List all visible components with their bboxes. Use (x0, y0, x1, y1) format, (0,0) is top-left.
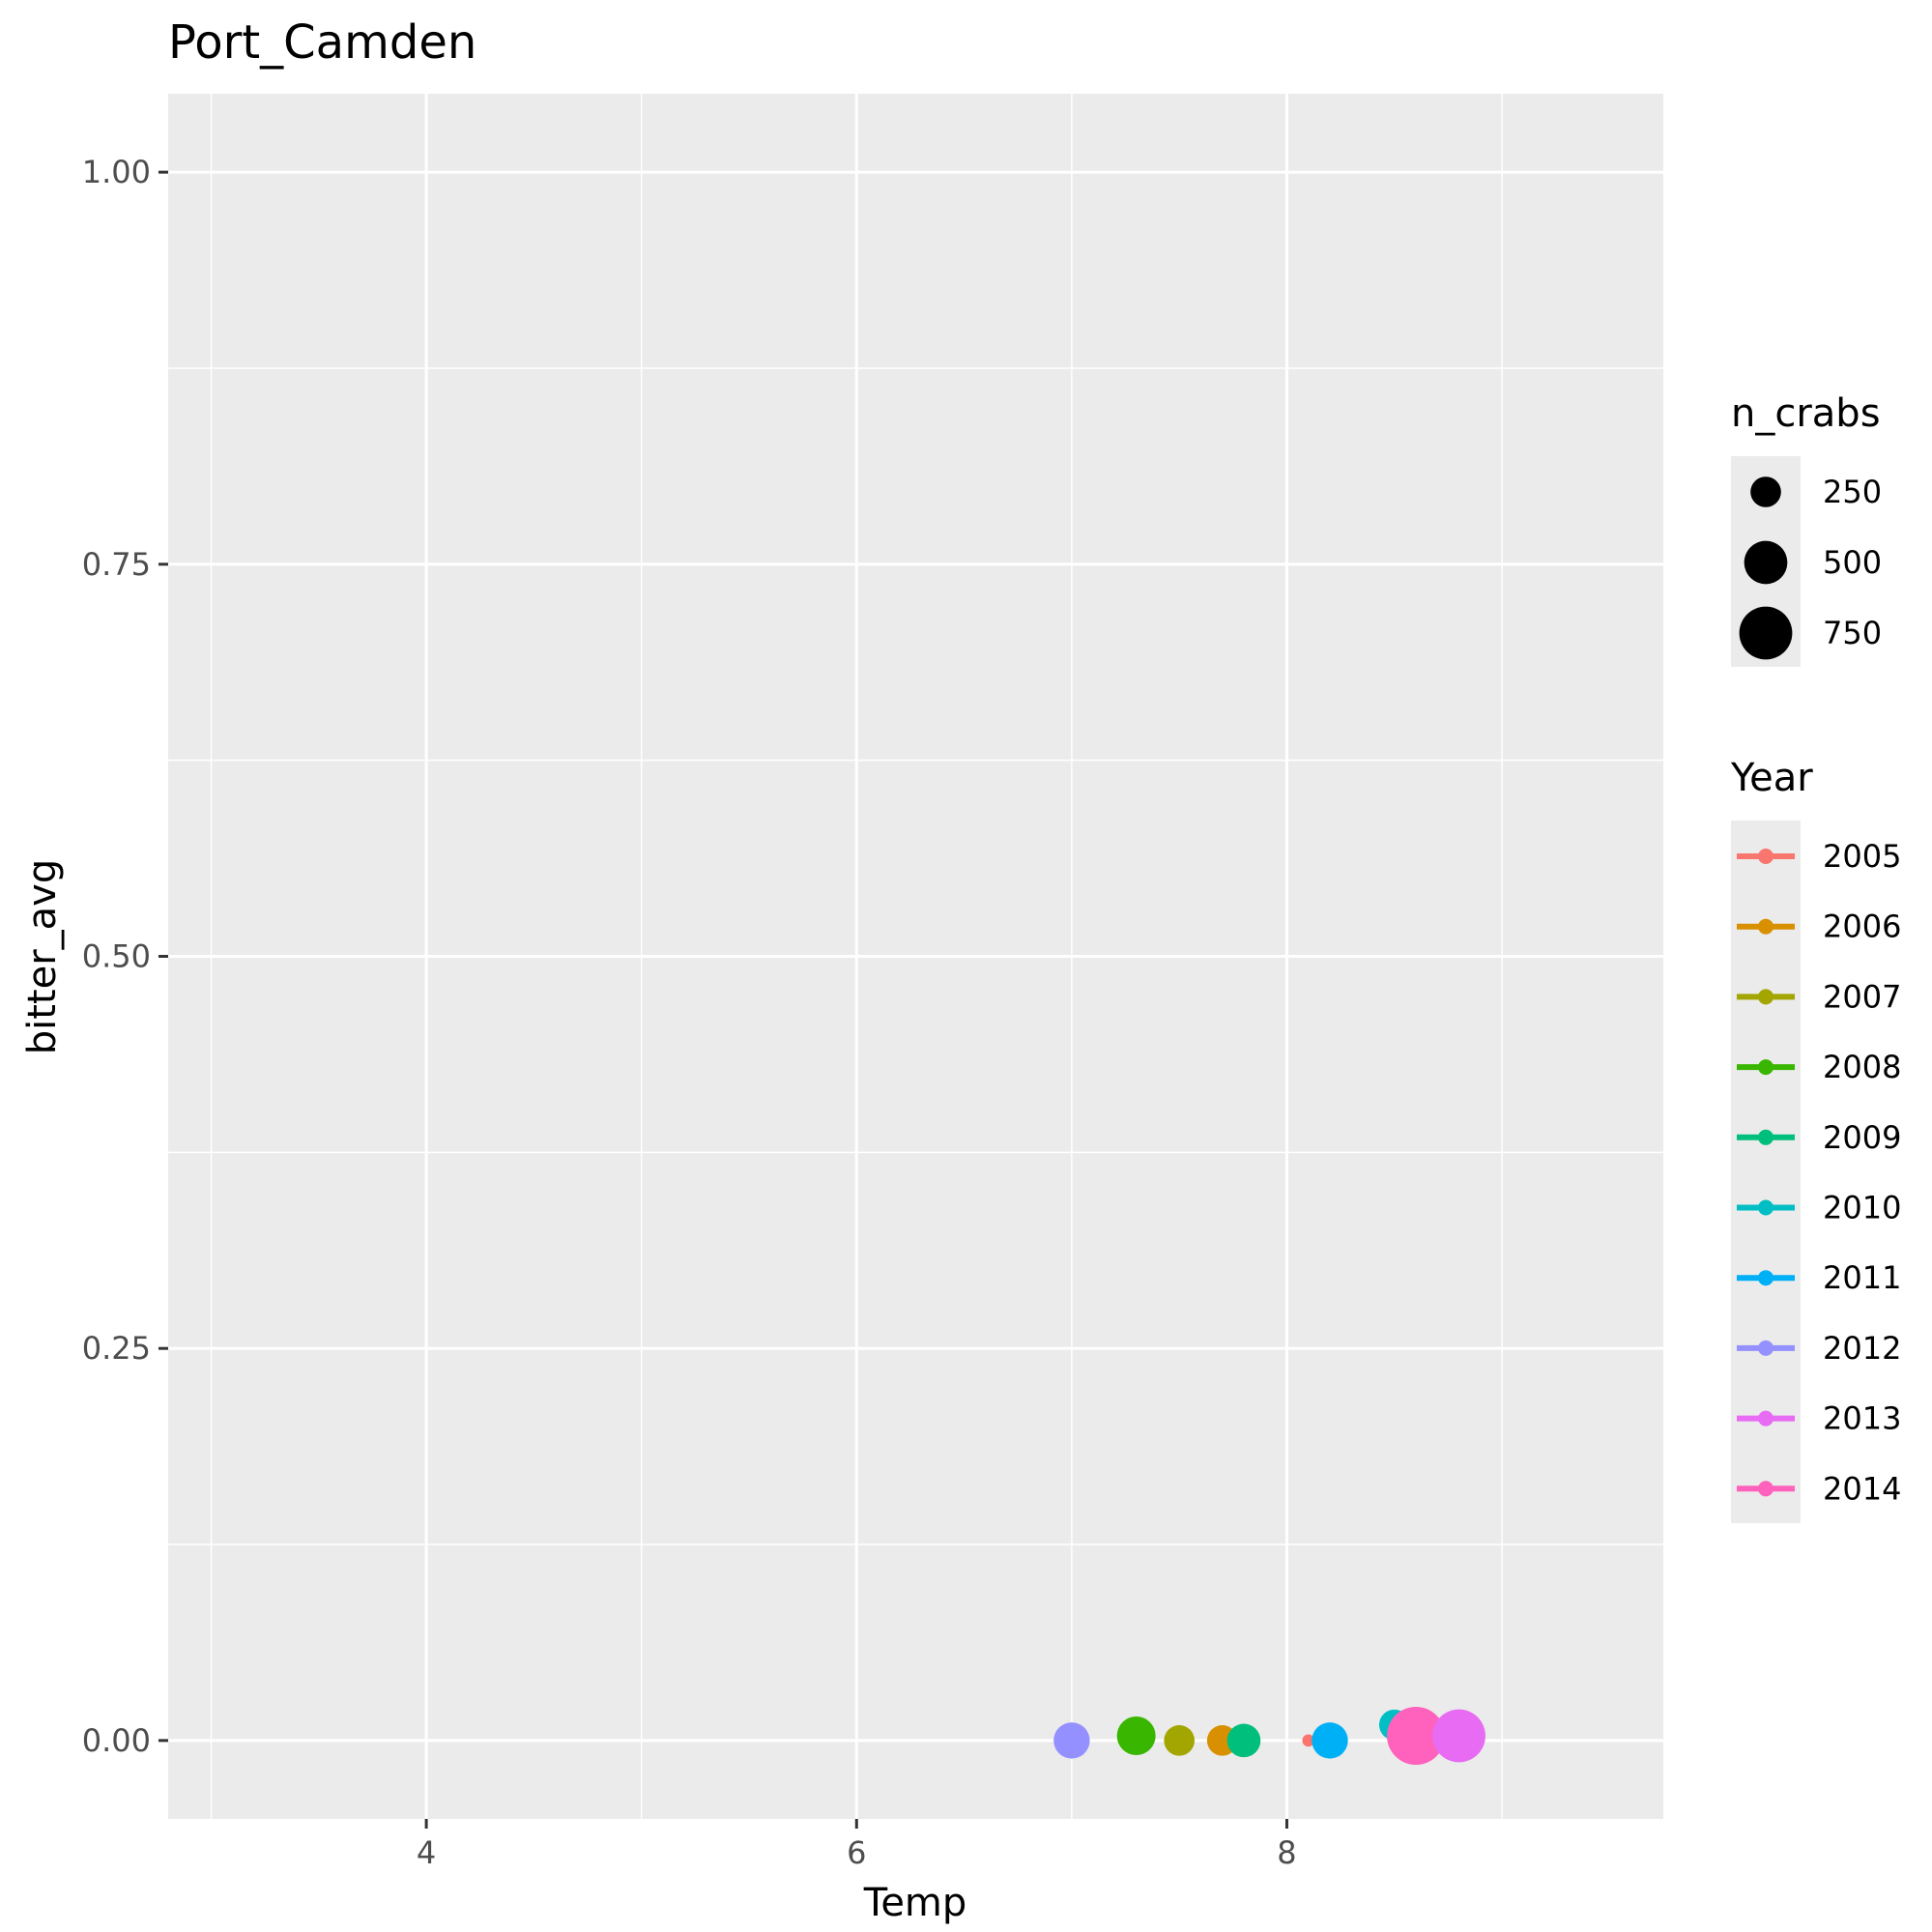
color-legend: Year 2005 2006 2007 2008 2009 2010 2011 2012 201… (1730, 756, 1901, 1523)
color-legend-dot (1758, 1199, 1773, 1216)
color-legend-label: 2005 (1823, 838, 1901, 875)
size-legend-key (1739, 606, 1793, 660)
major-gridlines (168, 94, 1663, 1819)
y-axis: 0.00 0.25 0.50 0.75 1.00 (82, 154, 168, 1759)
color-legend-title: Year (1730, 756, 1813, 800)
color-legend-dot (1758, 1481, 1773, 1497)
color-legend-label: 2008 (1823, 1049, 1901, 1085)
y-axis-title: bitter_avg (20, 859, 65, 1055)
x-tick-label: 4 (417, 1834, 436, 1871)
color-legend-label: 2007 (1823, 978, 1901, 1015)
data-point (1312, 1722, 1348, 1759)
data-point (1116, 1716, 1156, 1755)
y-tick-label: 0.00 (82, 1722, 151, 1759)
color-legend-dot (1758, 849, 1773, 864)
data-point (1432, 1709, 1485, 1763)
color-legend-label: 2013 (1823, 1400, 1901, 1437)
size-legend-label: 750 (1823, 615, 1882, 651)
size-legend-label: 500 (1823, 544, 1882, 581)
color-legend-dot (1758, 918, 1773, 935)
data-point (1164, 1725, 1195, 1756)
color-legend-dot (1758, 1410, 1773, 1427)
color-legend-dot (1758, 1270, 1773, 1286)
color-legend-label: 2009 (1823, 1119, 1901, 1156)
data-point (1387, 1706, 1446, 1765)
color-legend-label: 2010 (1823, 1190, 1901, 1226)
size-legend-label: 250 (1823, 474, 1882, 510)
x-tick-label: 8 (1277, 1834, 1296, 1871)
y-tick-label: 0.75 (82, 546, 151, 583)
data-points (1053, 1706, 1485, 1765)
color-legend-key-bg (1731, 821, 1801, 1523)
size-legend-key (1750, 476, 1781, 507)
color-legend-dot (1758, 1059, 1773, 1076)
x-axis-title: Temp (863, 1881, 967, 1925)
color-legend-label: 2006 (1823, 908, 1901, 945)
x-tick-label: 6 (847, 1834, 866, 1871)
y-tick-label: 0.25 (82, 1330, 151, 1367)
color-legend-label: 2012 (1823, 1330, 1901, 1367)
data-point (1302, 1734, 1315, 1747)
data-point (1053, 1722, 1090, 1759)
chart-title: Port_Camden (168, 15, 476, 70)
y-tick-label: 1.00 (82, 154, 151, 190)
color-legend-dot (1758, 1340, 1773, 1356)
size-legend-title: n_crabs (1731, 391, 1881, 436)
color-legend-dot (1758, 1129, 1773, 1145)
size-legend: n_crabs 250 500 750 (1731, 391, 1882, 667)
color-legend-label: 2014 (1823, 1470, 1901, 1507)
y-tick-label: 0.50 (82, 938, 151, 975)
data-point (1226, 1723, 1261, 1758)
color-legend-dot (1758, 989, 1773, 1005)
x-axis: 4 6 8 (417, 1819, 1297, 1871)
size-legend-key (1744, 540, 1788, 585)
color-legend-label: 2011 (1823, 1259, 1901, 1296)
